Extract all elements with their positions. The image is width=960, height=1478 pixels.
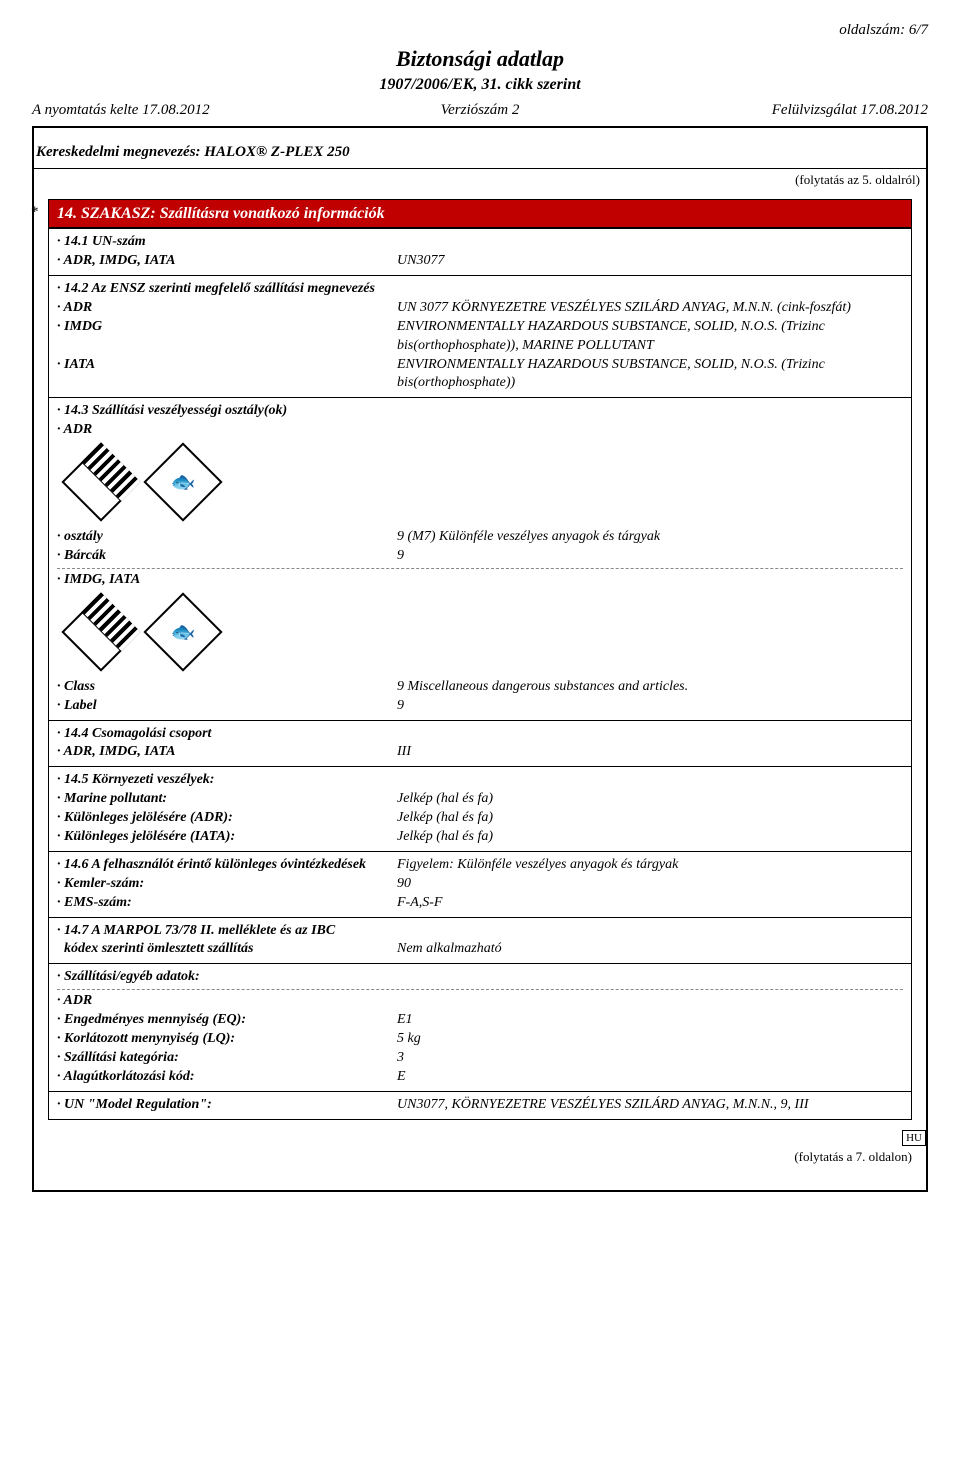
s14-2: · 14.2 Az ENSZ szerinti megfelelő szállí… <box>49 275 911 397</box>
s14-5-iata-key: · Különleges jelölésére (IATA): <box>57 828 397 847</box>
model-reg-value: UN3077, KÖRNYEZETRE VESZÉLYES SZILÁRD AN… <box>397 1096 903 1115</box>
s14-7-value: Nem alkalmazható <box>397 940 903 959</box>
s14-4-key: · ADR, IMDG, IATA <box>57 743 397 762</box>
s14-1-heading: · 14.1 UN-szám <box>57 233 903 252</box>
env-hazard-placard-icon: 🐟 <box>143 442 222 521</box>
s14-1-value: UN3077 <box>397 252 903 271</box>
section-14-header: 14. SZAKASZ: Szállításra vonatkozó infor… <box>49 200 911 229</box>
continued-from: (folytatás az 5. oldalról) <box>34 169 926 195</box>
s14-5-mp-key: · Marine pollutant: <box>57 790 397 809</box>
adr-tun-value: E <box>397 1068 903 1087</box>
imdg-label-key: · Label <box>57 697 397 716</box>
adr-eq-key: · Engedményes mennyiség (EQ): <box>57 1011 397 1030</box>
adr-eq-value: E1 <box>397 1011 903 1030</box>
s14-3-adr: · ADR <box>57 421 903 440</box>
s14-7: · 14.7 A MARPOL 73/78 II. melléklete és … <box>49 917 911 964</box>
version-number: Verziószám 2 <box>331 100 630 120</box>
shipping-other: · Szállítási/egyéb adatok: · ADR · Enged… <box>49 963 911 1090</box>
s14-3: · 14.3 Szállítási veszélyességi osztály(… <box>49 397 911 719</box>
imdg-class-key: · Class <box>57 678 397 697</box>
s14-6-heading-value: Figyelem: Különféle veszélyes anyagok és… <box>397 856 903 875</box>
s14-5-iata-value: Jelkép (hal és fa) <box>397 828 903 847</box>
s14-1-key: · ADR, IMDG, IATA <box>57 252 397 271</box>
s14-3-heading: · 14.3 Szállítási veszélyességi osztály(… <box>57 402 903 421</box>
s14-2-iata-value: ENVIRONMENTALLY HAZARDOUS SUBSTANCE, SOL… <box>397 356 903 394</box>
s14-2-iata-key: · IATA <box>57 356 397 394</box>
language-code: HU <box>902 1130 926 1147</box>
continued-next: (folytatás a 7. oldalon) <box>34 1146 926 1168</box>
s14-4-value: III <box>397 743 903 762</box>
adr-class-value: 9 (M7) Különféle veszélyes anyagok és tá… <box>397 528 903 547</box>
s14-4: · 14.4 Csomagolási csoport · ADR, IMDG, … <box>49 720 911 767</box>
s14-7-heading-2: kódex szerinti ömlesztett szállítás <box>57 940 397 959</box>
s14-2-imdg-key: · IMDG <box>57 318 397 356</box>
imdg-label-value: 9 <box>397 697 903 716</box>
doc-subtitle: 1907/2006/EK, 31. cikk szerint <box>32 74 928 96</box>
adr-cat-value: 3 <box>397 1049 903 1068</box>
adr-lq-value: 5 kg <box>397 1030 903 1049</box>
s14-2-heading: · 14.2 Az ENSZ szerinti megfelelő szállí… <box>57 280 903 299</box>
model-reg-key: · UN "Model Regulation": <box>57 1096 397 1115</box>
s14-1: · 14.1 UN-szám · ADR, IMDG, IATA UN3077 <box>49 228 911 275</box>
adr-cat-key: · Szállítási kategória: <box>57 1049 397 1068</box>
doc-title: Biztonsági adatlap <box>32 44 928 74</box>
hazard-placards-imdg: 🐟 <box>57 590 903 678</box>
s14-5-heading: · 14.5 Környezeti veszélyek: <box>57 771 903 790</box>
s14-6-kemler-key: · Kemler-szám: <box>57 875 397 894</box>
env-hazard-placard-icon: 🐟 <box>143 592 222 671</box>
s14-6-kemler-value: 90 <box>397 875 903 894</box>
adr-label-key: · Bárcák <box>57 547 397 566</box>
shipping-other-heading: · Szállítási/egyéb adatok: <box>57 968 903 987</box>
s14-5: · 14.5 Környezeti veszélyek: · Marine po… <box>49 766 911 851</box>
s14-5-mp-value: Jelkép (hal és fa) <box>397 790 903 809</box>
dashed-divider <box>57 989 903 990</box>
revision-date: Felülvizsgálat 17.08.2012 <box>629 100 928 120</box>
s14-7-heading-1: · 14.7 A MARPOL 73/78 II. melléklete és … <box>57 922 903 941</box>
adr-class-key: · osztály <box>57 528 397 547</box>
dashed-divider <box>57 568 903 569</box>
s14-5-adr-key: · Különleges jelölésére (ADR): <box>57 809 397 828</box>
change-asterisk: * <box>31 202 39 222</box>
s14-6-ems-value: F-A,S-F <box>397 894 903 913</box>
print-date: A nyomtatás kelte 17.08.2012 <box>32 100 331 120</box>
s14-5-adr-value: Jelkép (hal és fa) <box>397 809 903 828</box>
s14-2-imdg-value: ENVIRONMENTALLY HAZARDOUS SUBSTANCE, SOL… <box>397 318 903 356</box>
adr-extra-heading: · ADR <box>57 992 903 1011</box>
s14-6-heading-key: · 14.6 A felhasználót érintő különleges … <box>57 856 397 875</box>
page-number-top: oldalszám: 6/7 <box>32 20 928 40</box>
adr-label-value: 9 <box>397 547 903 566</box>
imdg-iata-heading: · IMDG, IATA <box>57 571 903 590</box>
s14-4-heading: · 14.4 Csomagolási csoport <box>57 725 903 744</box>
imdg-class-value: 9 Miscellaneous dangerous substances and… <box>397 678 903 697</box>
adr-lq-key: · Korlátozott menynyiség (LQ): <box>57 1030 397 1049</box>
adr-tun-key: · Alagútkorlátozási kód: <box>57 1068 397 1087</box>
s14-6-ems-key: · EMS-szám: <box>57 894 397 913</box>
class9-placard-icon <box>61 442 140 521</box>
section-box: * 14. SZAKASZ: Szállításra vonatkozó inf… <box>48 199 912 1120</box>
s14-2-adr-key: · ADR <box>57 299 397 318</box>
s14-6: · 14.6 A felhasználót érintő különleges … <box>49 851 911 917</box>
trade-name: Kereskedelmi megnevezés: HALOX® Z-PLEX 2… <box>34 138 926 168</box>
hazard-placards-adr: 🐟 <box>57 440 903 528</box>
main-frame: Kereskedelmi megnevezés: HALOX® Z-PLEX 2… <box>32 128 928 1192</box>
model-regulation: · UN "Model Regulation": UN3077, KÖRNYEZ… <box>49 1091 911 1119</box>
s14-2-adr-value: UN 3077 KÖRNYEZETRE VESZÉLYES SZILÁRD AN… <box>397 299 903 318</box>
class9-placard-icon <box>61 592 140 671</box>
